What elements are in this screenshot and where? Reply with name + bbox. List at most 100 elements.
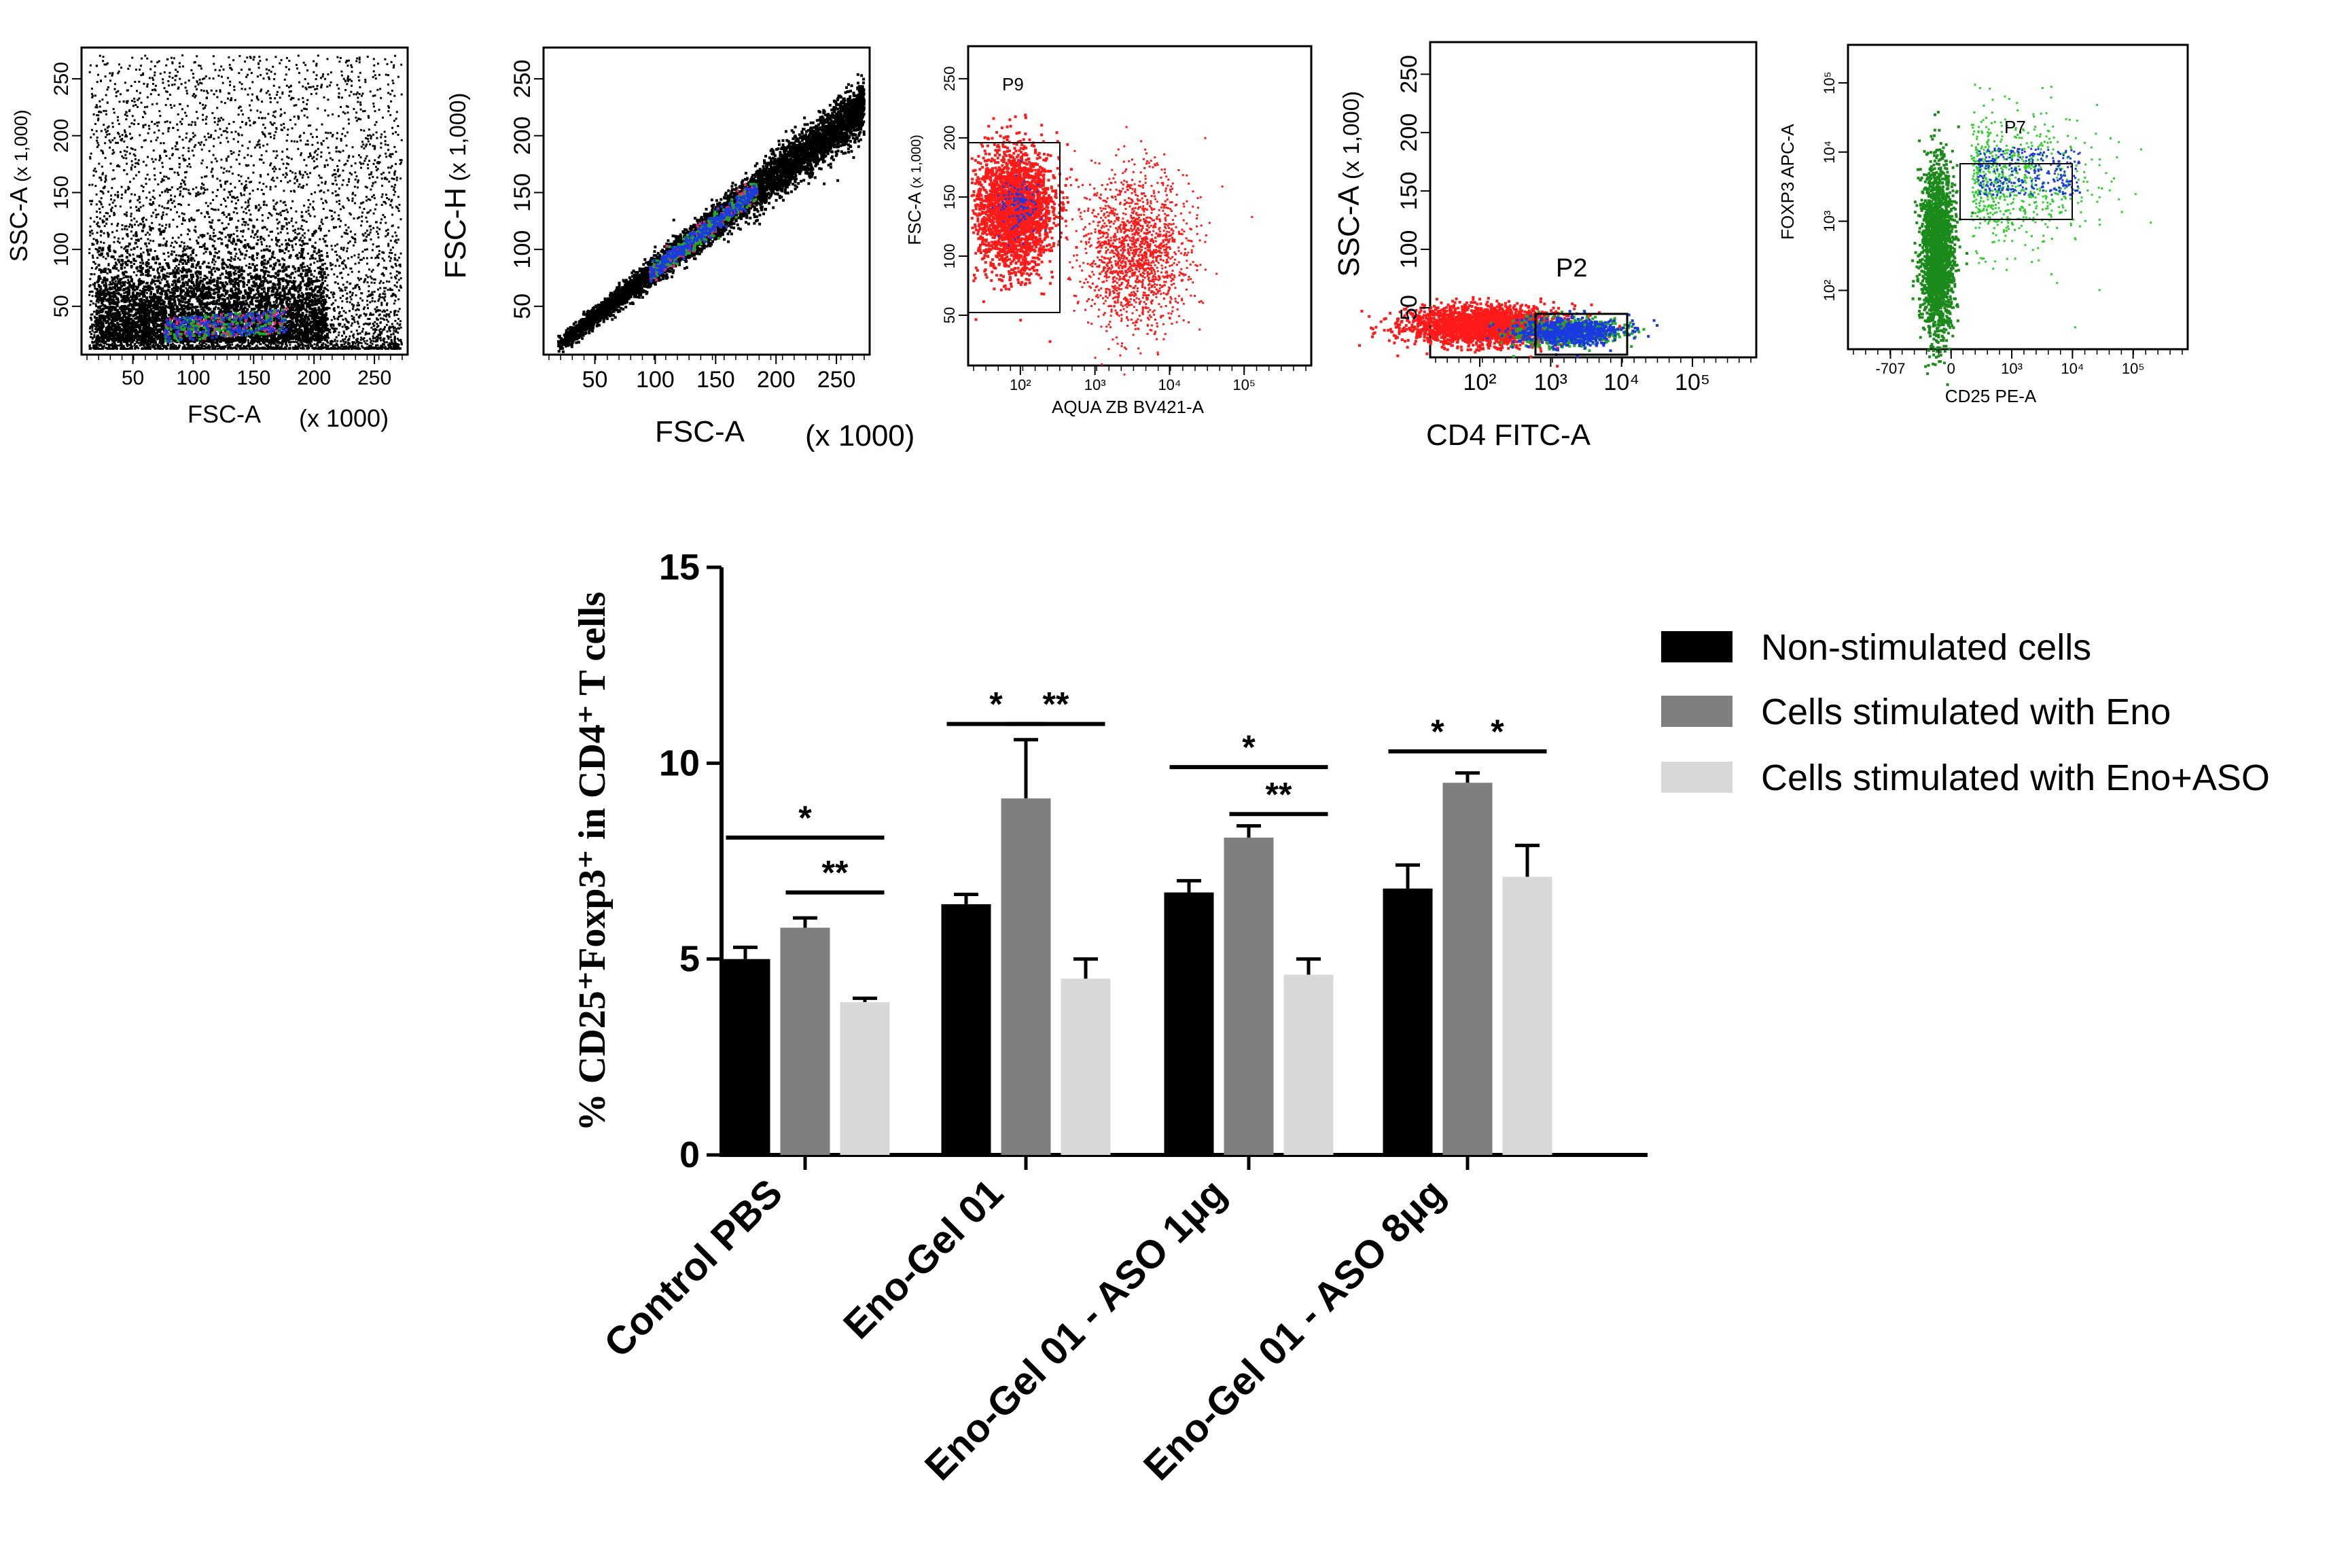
y-tick-label: 10	[659, 743, 700, 783]
x-tick-label: 200	[297, 367, 331, 389]
flow-panel-fsc-ssc: 50 100 150 200 250 50 100 150 200 250 FSC-A (x 1000…	[5, 46, 409, 432]
bar-2-3	[1502, 876, 1552, 1155]
x-axis-label: CD25 PE-A	[1945, 386, 2037, 406]
y-tick-label: 100	[941, 244, 958, 269]
axis-ticks: 10² 10³ 10⁴ 10⁵ 50 100 150 200 250	[941, 67, 1307, 393]
bars	[720, 738, 1552, 1155]
y-axis-label: FSC-A (x 1,000)	[904, 135, 925, 245]
x-tick-label: 10³	[1084, 376, 1106, 393]
event-dots	[88, 54, 403, 350]
gate-label: P9	[1002, 74, 1024, 94]
x-tick-label: 250	[357, 367, 391, 389]
y-tick-label: 100	[1396, 230, 1422, 269]
y-axis-label: SSC-A (x 1,000)	[1332, 91, 1366, 277]
significance-label: *	[798, 799, 812, 837]
y-tick-label: 200	[510, 116, 535, 155]
plot-frame	[1847, 43, 2189, 351]
gate-p7	[1959, 163, 2073, 220]
x-tick-label: 10⁵	[1232, 376, 1256, 393]
x-tick-label: 150	[236, 367, 270, 389]
y-tick-label: 100	[50, 232, 73, 266]
legend-label: Cells stimulated with Eno	[1761, 692, 2171, 732]
x-tick-label: 10⁵	[1675, 370, 1710, 395]
y-axis-label: SSC-A (x 1,000)	[5, 109, 33, 262]
gate-label: P7	[2004, 117, 2026, 137]
bar-0-1	[941, 904, 991, 1155]
x-tick-label: 10³	[2001, 360, 2023, 377]
axis-ticks: 50 100 150 200 250 50 100 150 200 250	[510, 60, 865, 393]
axis-ticks: 10² 10³ 10⁴ 10⁵ 50 100 150 200 250	[1396, 55, 1752, 395]
y-tick-label: 15	[659, 547, 700, 588]
x-axis-unit: (x 1000)	[299, 404, 389, 432]
y-tick-label: 5	[679, 939, 700, 980]
bar-1-3	[1442, 783, 1493, 1155]
flow-cytometry-panels: 50 100 150 200 250 50 100 150 200 250 FSC-A (x 1000…	[5, 41, 2189, 452]
y-tick-label: 150	[510, 173, 535, 212]
x-tick-label: 200	[757, 367, 796, 393]
significance-label: *	[1242, 728, 1256, 766]
y-axis-unit: (x 1,000)	[1338, 91, 1364, 185]
category-label: Eno-Gel 01	[835, 1171, 1012, 1347]
x-tick-label: 10³	[1534, 370, 1567, 395]
significance-label: **	[822, 854, 849, 892]
x-axis-label: AQUA ZB BV421-A	[1052, 397, 1205, 417]
y-tick-label: 250	[510, 60, 535, 99]
flow-panel-fsc-singlets: 50 100 150 200 250 50 100 150 200 250 FSC-A (x 1000…	[439, 46, 914, 452]
event-dots	[1911, 84, 2152, 387]
y-tick-label: 10⁴	[1821, 141, 1838, 164]
bar-1-2	[1224, 837, 1274, 1155]
axis-ticks: -707 0 10³ 10⁴ 10⁵ 10² 10³ 10⁴ 10⁵	[1821, 71, 2183, 377]
x-tick-label: 50	[122, 367, 144, 389]
flow-panel-cd4: P2 10² 10³ 10⁴ 10⁵ 50 100 150 200 250 CD4 FITC-A SS…	[1332, 41, 1758, 452]
flow-panel-viability: P9 10² 10³ 10⁴ 10⁵ 50 100 150 200 250 AQUA ZB BV42…	[904, 45, 1313, 417]
y-tick-label: 150	[50, 175, 73, 209]
bar-2-2	[1283, 974, 1334, 1155]
y-axis-label: FSC-H (x 1,000)	[439, 92, 472, 279]
significance-label: **	[1043, 685, 1069, 724]
legend-swatch	[1661, 631, 1732, 662]
y-tick-label: 250	[1396, 55, 1422, 94]
x-tick-label: 100	[176, 367, 210, 389]
plot-frame	[1429, 41, 1758, 359]
significance-label: *	[1431, 713, 1444, 751]
legend-swatch	[1661, 762, 1732, 793]
bar-0-0	[720, 959, 770, 1155]
bar-1-0	[780, 927, 830, 1155]
y-axis-unit: (x 1,000)	[445, 92, 470, 187]
x-tick-label: 100	[636, 367, 675, 393]
x-tick-label: 250	[817, 367, 856, 393]
flow-panel-treg: P7 -707 0 10³ 10⁴ 10⁵ 10² 10³ 10⁴ 10⁵ CD25 PE-A FOX…	[1777, 43, 2189, 406]
y-tick-label: 10³	[1821, 211, 1838, 232]
x-tick-label: 10⁴	[1604, 370, 1639, 395]
plot-frame	[80, 46, 409, 356]
legend-label: Cells stimulated with Eno+ASO	[1761, 758, 2270, 798]
event-dots	[557, 73, 866, 353]
y-tick-label: 50	[510, 293, 535, 319]
significance-label: **	[1266, 775, 1292, 813]
x-tick-label: 150	[696, 367, 735, 393]
gate-p2	[1534, 313, 1629, 356]
y-tick-label: 10⁵	[1821, 71, 1838, 94]
x-tick-label: 0	[1947, 360, 1955, 377]
legend: Non-stimulated cells Cells stimulated wit…	[1661, 627, 2270, 798]
category-label: Control PBS	[596, 1171, 791, 1366]
significance-label: *	[1491, 713, 1504, 751]
significance-markers: **** ****** *	[726, 685, 1547, 895]
bar-2-0	[840, 1002, 890, 1155]
x-tick-label: 10⁵	[2122, 360, 2145, 377]
x-axis-label: FSC-A	[188, 400, 261, 428]
bar-0-2	[1164, 892, 1214, 1155]
event-dots	[1358, 296, 1659, 368]
y-tick-label: 250	[941, 67, 958, 92]
bar-0-3	[1383, 888, 1433, 1155]
y-tick-label: 10²	[1821, 280, 1838, 302]
y-tick-label: 50	[1396, 295, 1422, 321]
y-tick-label: 250	[50, 62, 73, 96]
gate-p9	[967, 142, 1061, 313]
y-tick-label: 200	[50, 119, 73, 153]
y-axis-label: FOXP3 APC-A	[1777, 124, 1798, 240]
y-tick-label: 100	[510, 230, 535, 269]
x-tick-label: 10²	[1010, 376, 1031, 393]
